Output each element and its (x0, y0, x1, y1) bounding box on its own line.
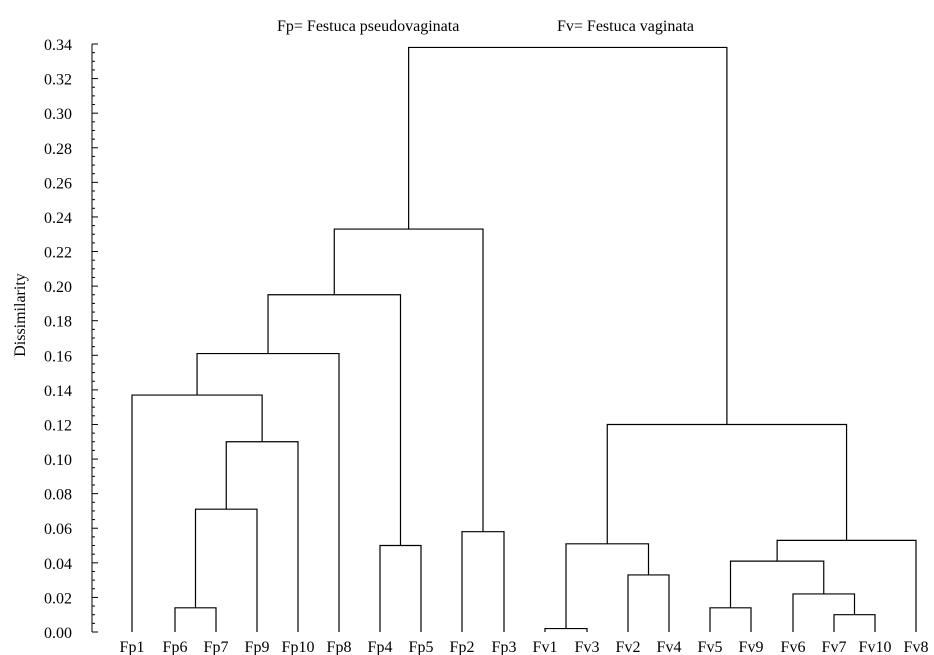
y-tick-label: 0.04 (44, 556, 72, 573)
merge-link-m3 (225, 441, 299, 632)
leaf-label: Fv9 (739, 639, 764, 655)
leaf-label: Fv7 (822, 639, 847, 655)
merge-link-m16 (729, 560, 825, 608)
leaf-label: Fv5 (698, 639, 723, 655)
leaf-label: Fv10 (859, 639, 892, 655)
leaf-label: Fp3 (492, 639, 517, 655)
leaf-label: Fv3 (575, 639, 600, 655)
dendrogram-links (131, 46, 917, 632)
leaf-label: Fv4 (657, 639, 682, 655)
y-axis-label: Dissimilarity (12, 273, 29, 357)
merge-link-m8 (461, 531, 505, 632)
leaf-label: Fp5 (409, 639, 434, 655)
merge-link-m12 (565, 543, 650, 629)
y-tick-label: 0.18 (44, 314, 72, 331)
leaf-labels: Fp1 Fp6 Fp7 Fp9 Fp10 Fp8 Fp4 Fp5 Fp2 Fp3 Fv1 Fv3 Fv2… (120, 639, 929, 655)
y-tick-label: 0.14 (44, 383, 72, 400)
y-tick-label: 0.26 (44, 175, 72, 192)
y-tick-label: 0.12 (44, 417, 72, 434)
merge-link-m14 (833, 614, 876, 632)
merge-link-m2 (194, 508, 258, 632)
leaf-label: Fv1 (533, 639, 558, 655)
merge-link-m6 (379, 544, 422, 632)
leaf-label: Fp7 (204, 639, 229, 655)
y-tick-label: 0.24 (44, 210, 72, 227)
merge-link-m4 (131, 394, 263, 632)
leaf-label: Fv8 (904, 639, 929, 655)
y-tick-label: 0.10 (44, 452, 72, 469)
y-tick-label: 0.34 (44, 37, 72, 54)
y-tick-label: 0.16 (44, 348, 72, 365)
merge-link-m19 (408, 46, 728, 425)
legend-fv: Fv= Festuca vaginata (557, 18, 694, 35)
leaf-label: Fv6 (781, 639, 806, 655)
leaf-label: Fp2 (450, 639, 475, 655)
leaf-label: Fv2 (616, 639, 641, 655)
leaf-label: Fp10 (282, 639, 315, 655)
merge-link-m17 (776, 539, 917, 632)
y-tick-label: 0.30 (44, 106, 72, 123)
y-tick-label: 0.28 (44, 141, 72, 158)
leaf-label: Fp1 (120, 639, 145, 655)
leaf-label: Fp8 (327, 639, 352, 655)
y-axis: 0.00 0.02 0.04 0.06 0.08 0.10 0.12 0.14 0.16 0.18… (44, 37, 98, 642)
merge-link-m13 (709, 607, 752, 632)
legend-fp: Fp= Festuca pseudovaginata (277, 18, 459, 35)
leaf-label: Fp6 (163, 639, 188, 655)
y-tick-label: 0.02 (44, 590, 72, 607)
y-tick-label: 0.00 (44, 625, 72, 642)
y-tick-label: 0.08 (44, 487, 72, 504)
merge-link-m7 (267, 294, 402, 546)
merge-link-m1 (174, 607, 217, 632)
leaf-label: Fp9 (245, 639, 270, 655)
leaf-label: Fp4 (368, 639, 393, 655)
y-tick-label: 0.22 (44, 245, 72, 262)
merge-link-m18 (606, 423, 848, 544)
merge-link-m10 (544, 627, 588, 632)
merge-link-m15 (792, 593, 856, 632)
merge-link-m5 (196, 352, 340, 632)
merge-link-m11 (627, 574, 670, 632)
y-tick-label: 0.06 (44, 521, 72, 538)
merge-link-m9 (333, 228, 484, 532)
y-tick-label: 0.32 (44, 72, 72, 89)
y-tick-label: 0.20 (44, 279, 72, 296)
